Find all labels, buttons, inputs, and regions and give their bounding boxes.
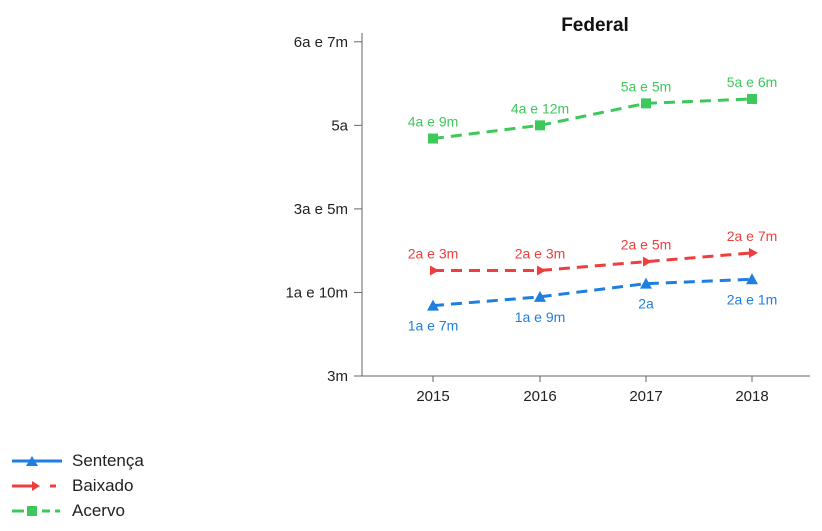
x-tick-label: 2017 (629, 388, 662, 405)
data-point-marker (427, 299, 439, 311)
y-tick-label: 3m (327, 368, 348, 385)
data-label: 2a e 1m (727, 291, 778, 307)
legend-swatch-acervo (12, 506, 60, 516)
data-label: 2a e 7m (727, 228, 778, 244)
data-label: 2a e 3m (408, 245, 459, 261)
x-tick-label: 2016 (523, 388, 556, 405)
y-tick-label: 6a e 7m (294, 34, 348, 51)
x-tick-label: 2018 (735, 388, 768, 405)
series-line-2 (432, 97, 753, 141)
data-point-marker (749, 247, 758, 258)
y-tick-label: 3a e 5m (294, 201, 348, 218)
y-tick-label: 5a (331, 117, 348, 134)
data-label: 1a e 7m (408, 318, 459, 334)
data-label: 2a (638, 296, 654, 312)
data-point-marker (747, 93, 757, 104)
data-label: 5a e 5m (621, 78, 672, 94)
legend-swatch-sentenca (12, 456, 62, 466)
x-tick-label: 2015 (416, 388, 449, 405)
chart-title: Federal (561, 15, 629, 36)
data-label: 4a e 12m (511, 100, 569, 116)
data-labels-layer: 1a e 7m 1a e 9m 2a 2a e 1m 2a e 3m 2a e 3m 2a … (408, 74, 778, 334)
data-point-marker (640, 277, 652, 289)
data-label: 5a e 6m (727, 74, 778, 90)
legend: Sentença Baixado Acervo (10, 448, 230, 523)
y-tick-label: 1a e 10m (285, 284, 348, 301)
y-axis-ticks: 3m 1a e 10m 3a e 5m 5a 6a e 7m (285, 34, 362, 385)
data-point-marker (535, 120, 545, 131)
data-point-marker (428, 133, 438, 144)
legend-label-baixado: Baixado (72, 476, 134, 495)
data-point-marker (430, 265, 439, 276)
legend-label-sentenca: Sentença (72, 451, 144, 470)
data-label: 2a e 3m (515, 245, 566, 261)
data-point-marker (537, 265, 546, 276)
data-label: 2a e 5m (621, 237, 672, 253)
legend-item-acervo: Acervo (10, 498, 230, 523)
legend-item-baixado: Baixado (10, 473, 230, 498)
series-line-0 (432, 277, 753, 308)
data-point-marker (746, 273, 758, 285)
data-label: 4a e 9m (408, 114, 459, 130)
data-point-marker (643, 256, 652, 267)
data-point-marker (641, 98, 651, 109)
legend-item-sentenca: Sentença (10, 448, 230, 473)
data-point-marker (534, 290, 546, 302)
legend-swatch-baixado (12, 481, 56, 491)
legend-label-acervo: Acervo (72, 501, 125, 520)
series-line-1 (433, 251, 753, 272)
data-label: 1a e 9m (515, 309, 566, 325)
series-layer (427, 93, 758, 311)
x-axis-ticks: 2015 2016 2017 2018 (416, 376, 769, 405)
